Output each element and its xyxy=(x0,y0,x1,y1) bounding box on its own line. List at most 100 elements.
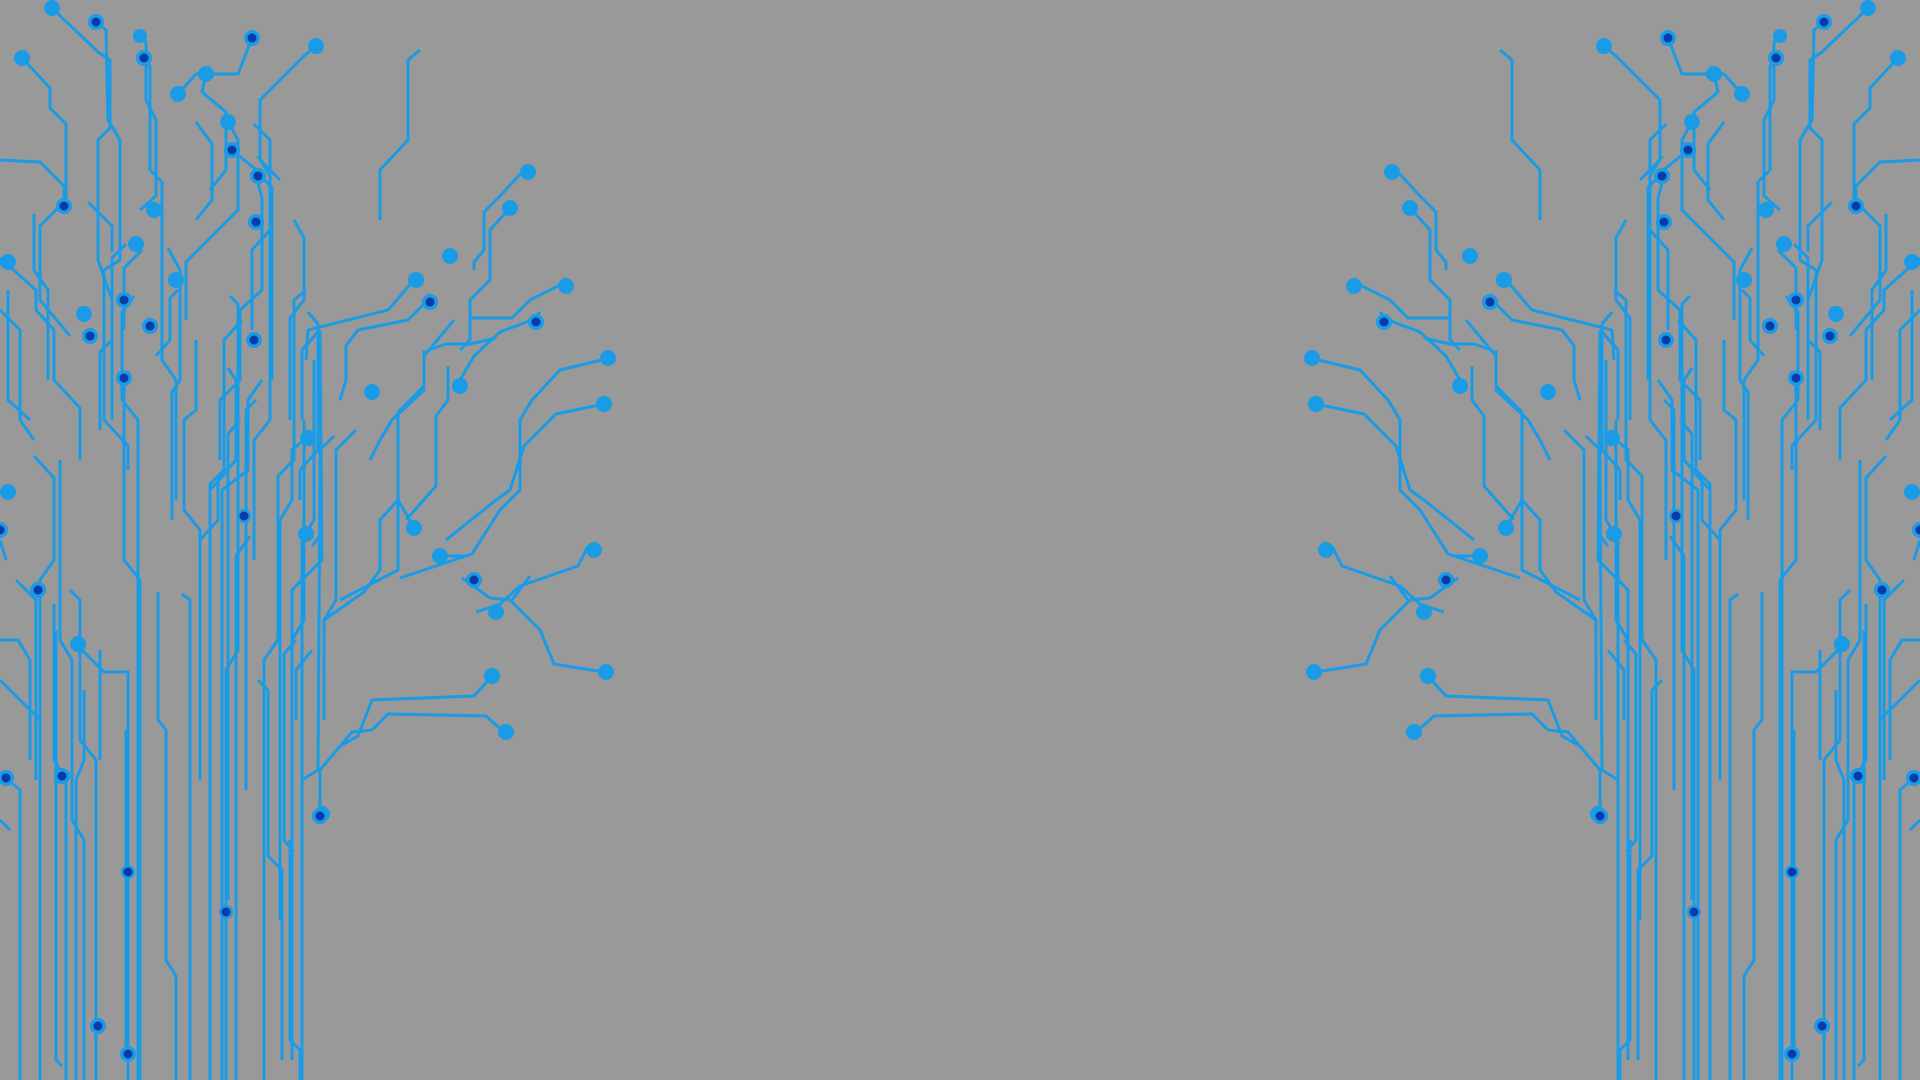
circuit-trace xyxy=(404,366,450,521)
circuit-pad xyxy=(1420,668,1436,684)
circuit-pad xyxy=(452,378,468,394)
circuit-pad-core xyxy=(91,17,101,27)
circuit-pad-core xyxy=(85,331,95,341)
circuit-pad-core xyxy=(251,217,261,227)
circuit-trace xyxy=(1614,219,1632,420)
circuit-pad-core xyxy=(247,33,257,43)
circuit-trace xyxy=(290,420,306,641)
circuit-pad-core xyxy=(1657,171,1667,181)
circuit-trace xyxy=(20,56,72,337)
circuit-pad xyxy=(146,202,162,218)
circuit-trace xyxy=(1622,639,1638,853)
circuit-pad xyxy=(1304,350,1320,366)
circuit-trace xyxy=(0,308,36,441)
circuit-pad xyxy=(1684,114,1700,130)
circuit-pad xyxy=(1734,86,1750,102)
circuit-pad xyxy=(1828,306,1844,322)
circuit-trace xyxy=(1888,290,1914,422)
circuit-trace xyxy=(1656,379,1700,1080)
circuit-pad xyxy=(14,50,30,66)
circuit-pad xyxy=(1402,200,1418,216)
circuit-trace xyxy=(181,592,192,1080)
circuit-trace xyxy=(288,219,306,420)
circuit-pad xyxy=(408,272,424,288)
circuit-trace xyxy=(1718,340,1738,780)
circuit-pad xyxy=(484,668,500,684)
circuit-trace xyxy=(74,690,86,1080)
circuit-pad-core xyxy=(119,373,129,383)
circuit-trace xyxy=(1615,438,1642,920)
circuit-pad xyxy=(1834,636,1850,652)
circuit-pad xyxy=(1308,396,1324,412)
circuit-pad-core xyxy=(1683,145,1693,155)
circuit-trace xyxy=(1470,366,1516,521)
circuit-pad-core xyxy=(1909,773,1919,783)
circuit-trace xyxy=(122,376,142,1080)
circuit-pad-core xyxy=(1853,771,1863,781)
circuit-trace xyxy=(1423,336,1493,352)
circuit-pad xyxy=(1346,278,1362,294)
circuit-trace xyxy=(1680,294,1696,1080)
circuit-trace xyxy=(323,498,414,622)
circuit-pad xyxy=(1496,272,1512,288)
circuit-trace xyxy=(1614,420,1630,641)
circuit-trace xyxy=(50,6,114,420)
circuit-pad-core xyxy=(1791,373,1801,383)
circuit-trace xyxy=(1790,20,1825,470)
circuit-pad xyxy=(1890,50,1906,66)
circuit-trace xyxy=(1834,690,1846,1080)
circuit-pad xyxy=(498,724,514,740)
circuit-trace xyxy=(154,288,180,357)
circuit-trace xyxy=(1838,256,1920,460)
circuit-trace xyxy=(1648,122,1668,560)
circuit-pad-core xyxy=(1379,317,1389,327)
circuit-trace xyxy=(1740,288,1766,357)
circuit-pad-core xyxy=(1791,295,1801,305)
circuit-pad xyxy=(520,164,536,180)
circuit-pad xyxy=(586,542,602,558)
circuit-pad xyxy=(0,484,16,500)
circuit-trace xyxy=(32,214,50,380)
circuit-trace xyxy=(184,121,240,320)
circuit-pad-core xyxy=(1671,511,1681,521)
right-circuit-icon xyxy=(1304,0,1920,1080)
circuit-trace xyxy=(1315,576,1459,674)
circuit-trace xyxy=(1912,539,1920,561)
circuit-pad-core xyxy=(1877,585,1887,595)
circuit-trace xyxy=(1415,712,1602,814)
circuit-trace xyxy=(0,539,8,561)
circuit-trace xyxy=(288,840,302,1080)
circuit-pad-core xyxy=(1819,17,1829,27)
circuit-pad xyxy=(442,248,458,264)
circuit-trace xyxy=(1676,318,1712,760)
circuit-trace xyxy=(322,428,358,720)
circuit-trace xyxy=(300,331,320,420)
circuit-trace xyxy=(58,460,86,1080)
circuit-pad xyxy=(1604,430,1620,446)
circuit-trace xyxy=(166,247,182,520)
circuit-trace xyxy=(1680,121,1736,320)
circuit-trace xyxy=(1490,298,1582,401)
circuit-pad-core xyxy=(425,297,435,307)
circuit-pad xyxy=(600,350,616,366)
circuit-trace xyxy=(218,175,264,460)
circuit-trace xyxy=(1908,818,1920,832)
circuit-trace xyxy=(98,242,128,430)
circuit-trace xyxy=(1596,329,1630,1060)
circuit-trace xyxy=(182,340,202,780)
circuit-pad-core xyxy=(57,771,67,781)
circuit-pad-core xyxy=(469,575,479,585)
circuit-trace xyxy=(68,588,98,1080)
circuit-pad-core xyxy=(221,907,231,917)
circuit-trace xyxy=(338,298,430,401)
circuit-trace xyxy=(194,121,214,221)
circuit-pad xyxy=(76,306,92,322)
circuit-trace xyxy=(368,350,426,461)
circuit-trace xyxy=(427,336,497,352)
circuit-pad xyxy=(558,278,574,294)
circuit-trace xyxy=(278,438,305,920)
circuit-pad xyxy=(1318,542,1334,558)
circuit-trace xyxy=(14,578,38,780)
